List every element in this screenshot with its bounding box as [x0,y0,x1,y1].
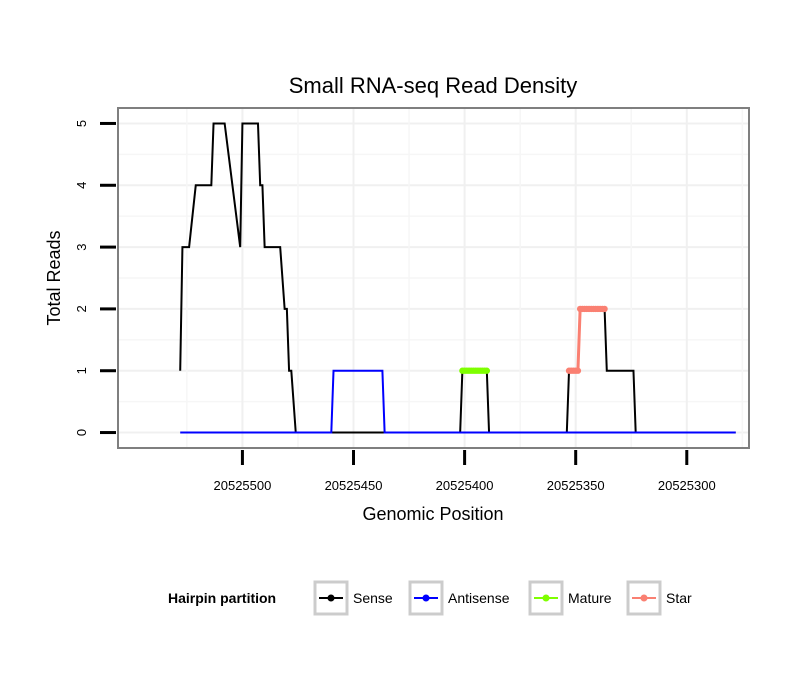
legend-entry-mature: Mature [528,580,612,616]
legend-key-point [542,594,550,602]
legend-key-point [327,594,335,602]
legend-title: Hairpin partition [168,590,276,606]
series-mature [459,367,491,374]
legend-label: Antisense [448,590,510,606]
legend-key-point [422,594,430,602]
data-point-mature [483,367,491,374]
series-antisense [180,369,736,434]
series-layer [179,122,736,434]
x-tick-label: 20525450 [325,478,383,493]
y-tick-label: 3 [74,243,89,250]
legend-key-point [640,594,648,602]
legend-entry-star: Star [626,580,692,616]
data-point-star [601,305,608,313]
y-tick-label: 5 [74,120,89,127]
x-axis-title: Genomic Position [362,504,503,524]
x-tick-label: 20525500 [214,478,272,493]
legend-entry-antisense: Antisense [408,580,510,616]
y-tick-label: 0 [74,429,89,436]
grid-lines [118,108,749,448]
axes: 0 1 2 3 4 5 20525500 20525450 20525400 20525350 20… [74,120,716,493]
legend-label: Sense [353,590,393,606]
x-tick-label: 20525400 [436,478,494,493]
legend-label: Mature [568,590,612,606]
legend: Hairpin partition Sense Antisense Mature St… [168,580,692,616]
legend-entry-sense: Sense [313,580,393,616]
x-tick-label: 20525350 [547,478,605,493]
y-tick-label: 4 [74,182,89,189]
x-tick-label: 20525300 [658,478,716,493]
y-tick-label: 1 [74,367,89,374]
legend-label: Star [666,590,692,606]
data-point-star [574,367,582,374]
y-axis-title: Total Reads [44,230,64,325]
series-star [565,305,608,374]
y-tick-label: 2 [74,305,89,312]
plot-border [117,107,750,449]
chart-title: Small RNA-seq Read Density [289,73,578,98]
series-line-antisense [180,369,736,434]
